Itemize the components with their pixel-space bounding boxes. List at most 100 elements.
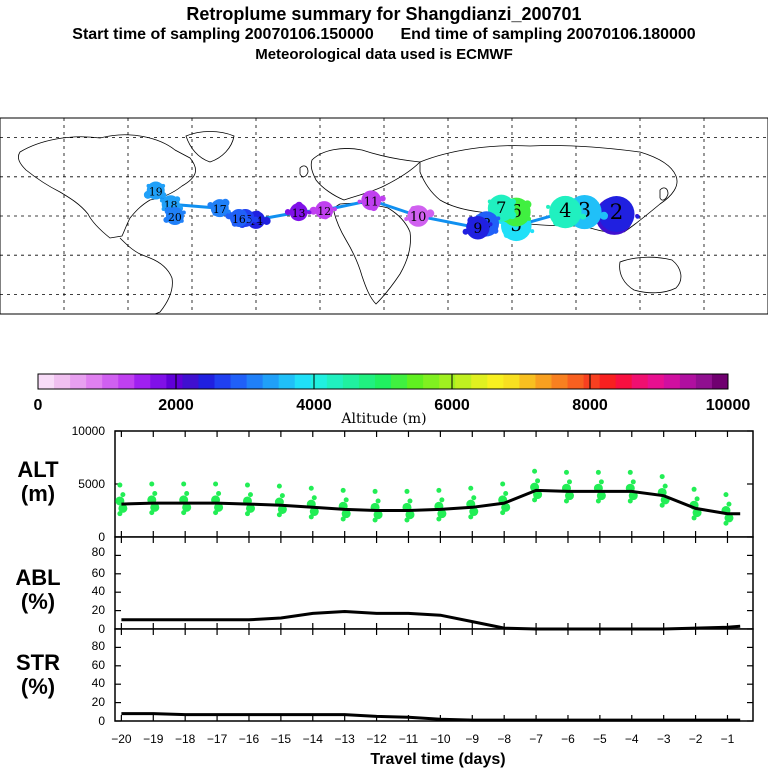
trajectory-particle: [467, 216, 476, 225]
colorbar-cell: [246, 374, 264, 389]
alt-particle: [149, 481, 155, 487]
coast-australia: [619, 256, 682, 294]
chart-title: Retroplume summary for Shangdianzi_20070…: [186, 4, 582, 24]
colorbar-cell: [278, 374, 296, 389]
x-tick-label: −8: [497, 732, 511, 746]
colorbar-cell: [631, 374, 649, 389]
x-tick-label: −4: [625, 732, 639, 746]
colorbar-cell: [342, 374, 360, 389]
trajectory-particle: [251, 224, 256, 229]
colorbar-cell: [70, 374, 87, 389]
colorbar-cell: [519, 374, 536, 389]
alt-particle: [724, 513, 734, 523]
abl-label: ABL: [15, 565, 60, 590]
colorbar-tick: 2000: [158, 397, 194, 414]
str-ytick: 40: [92, 676, 106, 690]
colorbar-cell: [551, 374, 569, 389]
alt-particle: [501, 502, 511, 512]
trajectory-particle: [365, 191, 370, 196]
alt-particle: [404, 488, 410, 494]
trajectory-day-label: 6: [511, 202, 522, 222]
alt-particle: [598, 479, 604, 485]
trajectory-particle: [161, 207, 166, 212]
x-tick-label: −20: [111, 732, 132, 746]
str-frame: [114, 628, 754, 722]
trajectory-day-label: 19: [149, 186, 163, 199]
alt-particle: [181, 481, 187, 487]
alt-particle: [436, 487, 442, 493]
trajectory-particle: [510, 198, 517, 205]
x-tick-label: −6: [561, 732, 575, 746]
colorbar-ticks: 0 2000 4000 6000 8000 10000: [34, 374, 750, 414]
alt-particle: [213, 481, 219, 487]
trajectory-day-label: 10: [410, 210, 426, 225]
trajectory-particle: [611, 224, 616, 229]
alt-label: ALT: [17, 457, 59, 482]
alt-particle: [407, 498, 413, 504]
x-tick-label: −19: [143, 732, 164, 746]
coast-africa: [333, 202, 411, 305]
colorbar-cell: [230, 374, 248, 389]
trajectory-particle: [404, 216, 409, 221]
alt-particle: [120, 492, 126, 498]
trajectory-particle: [241, 210, 246, 215]
colorbar-cell: [663, 374, 681, 389]
alt-particle: [216, 491, 222, 497]
alt-particle: [694, 496, 700, 502]
trajectory-particle: [212, 211, 217, 216]
colorbar-cell: [455, 374, 472, 389]
alt-particle: [691, 486, 697, 492]
colorbar-cell: [38, 374, 55, 389]
colorbar-cell: [407, 374, 424, 389]
alt-particle: [533, 490, 543, 500]
trajectory-particle: [296, 216, 301, 221]
colorbar-cell: [487, 374, 504, 389]
colorbar-cell: [310, 374, 328, 389]
colorbar-cell: [182, 374, 199, 389]
str-ytick: 20: [92, 695, 106, 709]
trajectory-particle: [546, 204, 551, 209]
alt-particle: [340, 487, 346, 493]
trajectory-particle: [284, 209, 291, 216]
trajectory-particle: [322, 213, 329, 220]
colorbar-cell: [423, 374, 440, 389]
alt-particle: [726, 501, 732, 507]
trajectory-particle: [570, 199, 575, 204]
colorbar-cell: [150, 374, 167, 389]
trajectory-particle: [160, 191, 167, 198]
trajectory-day-label: 11: [364, 194, 379, 208]
trajectory-day-label: 7: [496, 198, 506, 217]
x-tick-label: −1: [721, 732, 735, 746]
abl-ytick: 60: [92, 566, 106, 580]
altitude-colorbar: 0 2000 4000 6000 8000 10000 Altitude (m): [34, 373, 750, 427]
trajectory-particle: [462, 228, 469, 235]
trajectory-particle: [527, 216, 532, 221]
str-ytick: 80: [92, 639, 106, 653]
trajectory-particle: [247, 218, 252, 223]
trajectory-particle: [587, 197, 594, 204]
colorbar-cell: [294, 374, 312, 389]
colorbar-tick: 6000: [434, 397, 470, 414]
trajectory-particle: [635, 214, 640, 219]
alt-particle: [595, 469, 601, 475]
alt-particle: [277, 504, 287, 514]
alt-particle: [309, 507, 319, 517]
trajectory-day-label: 4: [559, 199, 571, 222]
alt-unit: (m): [21, 481, 55, 506]
trajectory-particle: [309, 206, 318, 215]
colorbar-frame: [37, 373, 729, 390]
colorbar-cell: [166, 374, 183, 389]
abl-ytick: 80: [92, 545, 106, 559]
trajectory-particle: [600, 211, 609, 220]
trajectory-particle: [552, 218, 561, 227]
colorbar-cell: [54, 374, 71, 389]
x-tick-label: −18: [175, 732, 196, 746]
alt-particle: [184, 491, 190, 497]
alt-particle: [630, 479, 636, 485]
colorbar-cell: [86, 374, 103, 389]
trajectory-cluster: [315, 201, 334, 220]
alt-particle: [564, 491, 574, 501]
trajectory-particle: [181, 210, 186, 215]
alt-particle: [471, 495, 477, 501]
trajectory-day-label: 17: [213, 203, 227, 216]
